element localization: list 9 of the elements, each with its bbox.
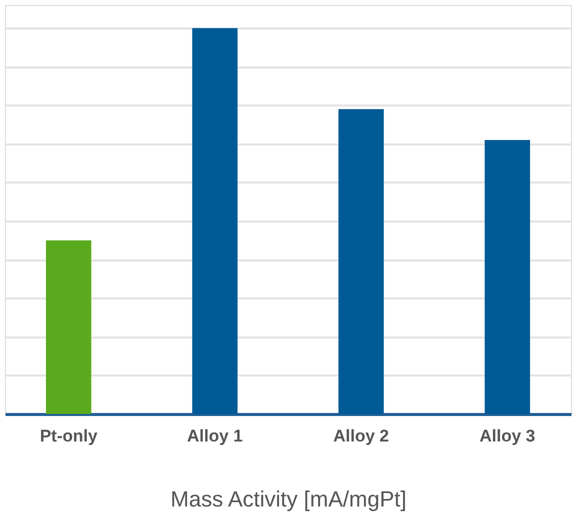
x-tick-label: Pt-only [40, 426, 98, 446]
bar [46, 240, 92, 414]
x-tick-label: Alloy 3 [480, 426, 536, 446]
x-tick-label: Alloy 1 [187, 426, 243, 446]
x-axis-title: Mass Activity [mA/mgPt] [170, 486, 406, 512]
bar [484, 140, 530, 414]
bar [192, 28, 238, 414]
x-tick-label: Alloy 2 [333, 426, 389, 446]
bar [338, 109, 384, 414]
